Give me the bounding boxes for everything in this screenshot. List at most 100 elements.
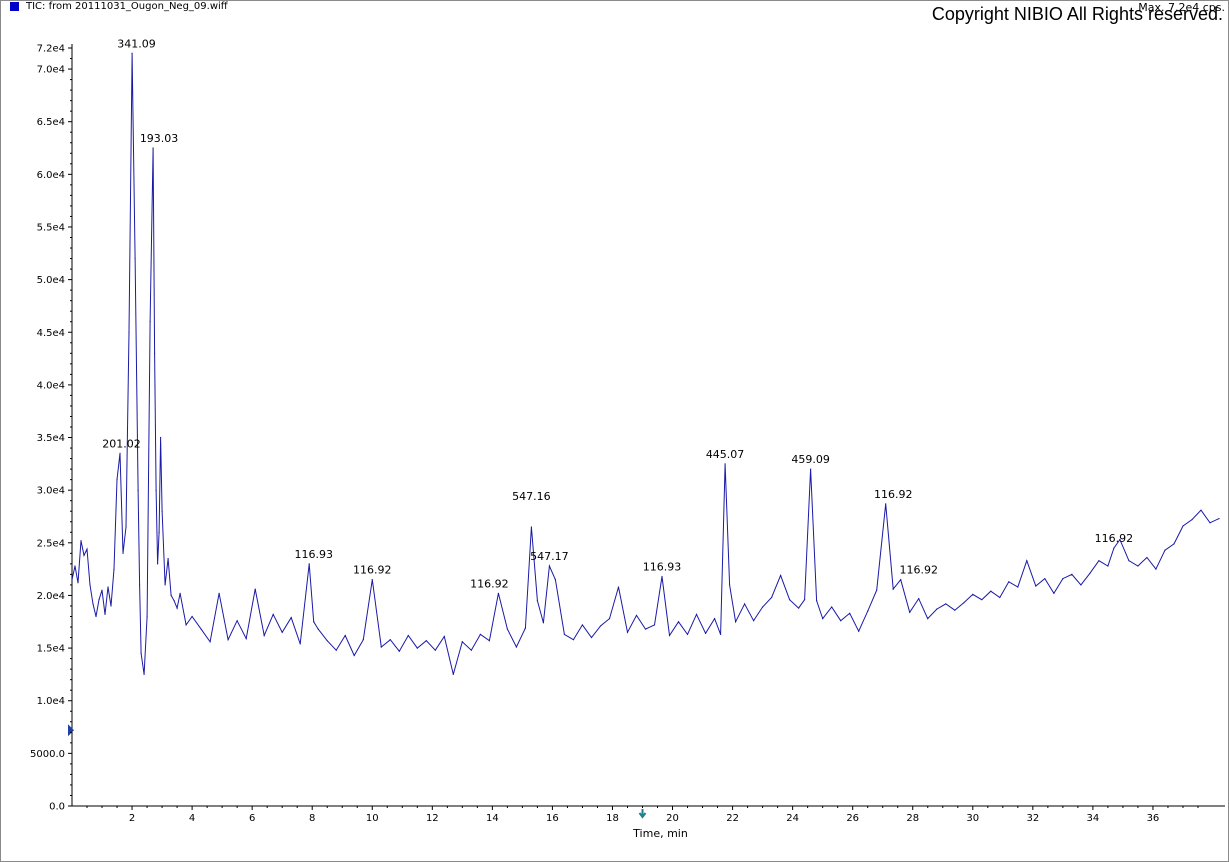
trace-data-point bbox=[1098, 560, 1100, 562]
y-tick-label: 5.0e4 bbox=[37, 275, 65, 286]
trace-data-point bbox=[668, 634, 671, 637]
x-tick-label: 4 bbox=[189, 813, 195, 824]
y-tick-label: 4.5e4 bbox=[37, 328, 65, 339]
trace-data-point bbox=[1164, 549, 1166, 551]
trace-data-point bbox=[74, 565, 76, 567]
trace-data-point bbox=[128, 331, 130, 333]
trace-data-point bbox=[599, 625, 602, 627]
trace-data-point bbox=[92, 603, 94, 605]
trace-title: TIC: from 20111031_Ougon_Neg_09.wiff bbox=[26, 1, 228, 12]
trace-data-point bbox=[497, 592, 499, 594]
trace-data-point bbox=[617, 586, 620, 588]
trace-layer bbox=[71, 52, 1220, 676]
trace-data-point bbox=[71, 579, 73, 581]
trace-data-point bbox=[209, 641, 211, 643]
peak-label: 116.92 bbox=[874, 488, 913, 501]
trace-data-point bbox=[98, 599, 100, 601]
y-tick-label: 1.5e4 bbox=[37, 644, 65, 655]
trace-data-point bbox=[389, 639, 391, 641]
x-tick-label: 32 bbox=[1026, 813, 1039, 824]
trace-data-point bbox=[608, 618, 611, 620]
axes bbox=[68, 44, 1225, 819]
trace-data-point bbox=[218, 592, 220, 594]
trace-data-point bbox=[743, 603, 746, 605]
trace-data-point bbox=[1137, 565, 1139, 567]
y-tick-label: 3.5e4 bbox=[37, 433, 65, 444]
y-tick-label: 2.5e4 bbox=[37, 538, 65, 549]
trace-data-point bbox=[326, 640, 328, 642]
trace-data-point bbox=[131, 52, 133, 54]
trace-data-point bbox=[530, 526, 533, 528]
trace-data-point bbox=[900, 579, 902, 581]
trace-data-point bbox=[1035, 585, 1037, 587]
trace-data-point bbox=[1017, 586, 1019, 588]
trace-data-point bbox=[407, 634, 409, 637]
trace-data-point bbox=[176, 607, 178, 609]
trace-data-point bbox=[470, 649, 472, 651]
trace-data-point bbox=[885, 503, 887, 505]
trace-data-point bbox=[245, 638, 247, 640]
x-tick-label: 16 bbox=[546, 813, 559, 824]
trace-data-point bbox=[158, 531, 160, 533]
x-tick-label: 34 bbox=[1087, 813, 1100, 824]
trace-data-point bbox=[728, 584, 731, 586]
trace-data-point bbox=[867, 610, 869, 612]
trace-data-point bbox=[149, 321, 151, 323]
trace-data-point bbox=[159, 436, 162, 439]
trace-data-point bbox=[1053, 592, 1055, 594]
peak-label: 116.93 bbox=[643, 560, 682, 573]
trace-data-point bbox=[524, 627, 526, 629]
trace-data-point bbox=[1173, 543, 1175, 545]
x-tick-label: 10 bbox=[366, 813, 379, 824]
peak-label: 201.02 bbox=[102, 437, 141, 450]
y-tick-label: 2.0e4 bbox=[37, 591, 65, 602]
trace-data-point bbox=[719, 633, 722, 635]
trace-data-point bbox=[104, 613, 106, 615]
tic-trace-line bbox=[71, 53, 1220, 675]
trace-data-point bbox=[77, 582, 79, 584]
y-tick-label: 5000.0 bbox=[30, 749, 65, 760]
trace-data-point bbox=[677, 621, 680, 623]
x-tick-label: 20 bbox=[666, 813, 679, 824]
peak-label: 547.17 bbox=[530, 550, 569, 563]
peak-label: 341.09 bbox=[117, 37, 156, 50]
trace-data-point bbox=[95, 615, 97, 618]
trace-data-point bbox=[335, 649, 337, 651]
peak-label: 193.03 bbox=[140, 132, 179, 145]
peak-label: 116.92 bbox=[470, 577, 509, 590]
trace-data-point bbox=[488, 640, 490, 642]
trace-data-point bbox=[122, 552, 124, 554]
x-tick-label: 18 bbox=[606, 813, 619, 824]
trace-data-point bbox=[138, 584, 141, 586]
trace-data-point bbox=[1071, 573, 1073, 575]
trace-data-point bbox=[515, 646, 517, 648]
trace-data-point bbox=[263, 634, 265, 637]
trace-data-point bbox=[1146, 556, 1148, 559]
y-tick-label: 7.0e4 bbox=[37, 65, 65, 76]
trace-data-point bbox=[1182, 525, 1184, 527]
x-tick-label: 6 bbox=[249, 813, 255, 824]
trace-data-point bbox=[299, 643, 301, 645]
trace-data-point bbox=[798, 607, 800, 609]
trace-data-point bbox=[173, 600, 175, 602]
trace-data-point bbox=[849, 612, 851, 614]
trace-data-point bbox=[107, 586, 109, 588]
trace-data-point bbox=[83, 554, 85, 557]
trace-data-point bbox=[443, 635, 445, 638]
trace-data-point bbox=[161, 510, 163, 512]
trace-data-point bbox=[909, 611, 911, 613]
trace-data-point bbox=[452, 673, 454, 676]
trace-data-point bbox=[1191, 519, 1193, 521]
trace-data-point bbox=[179, 592, 181, 594]
trace-data-point bbox=[1218, 517, 1220, 520]
peak-label: 547.16 bbox=[512, 490, 551, 503]
trace-data-point bbox=[272, 613, 274, 615]
trace-data-point bbox=[816, 600, 818, 602]
trace-data-point bbox=[542, 622, 545, 624]
trace-data-point bbox=[927, 618, 929, 620]
trace-data-point bbox=[113, 568, 115, 570]
x-axis-title: Time, min bbox=[632, 827, 688, 840]
y-tick-label: 4.0e4 bbox=[37, 380, 65, 391]
trace-data-point bbox=[644, 628, 647, 630]
